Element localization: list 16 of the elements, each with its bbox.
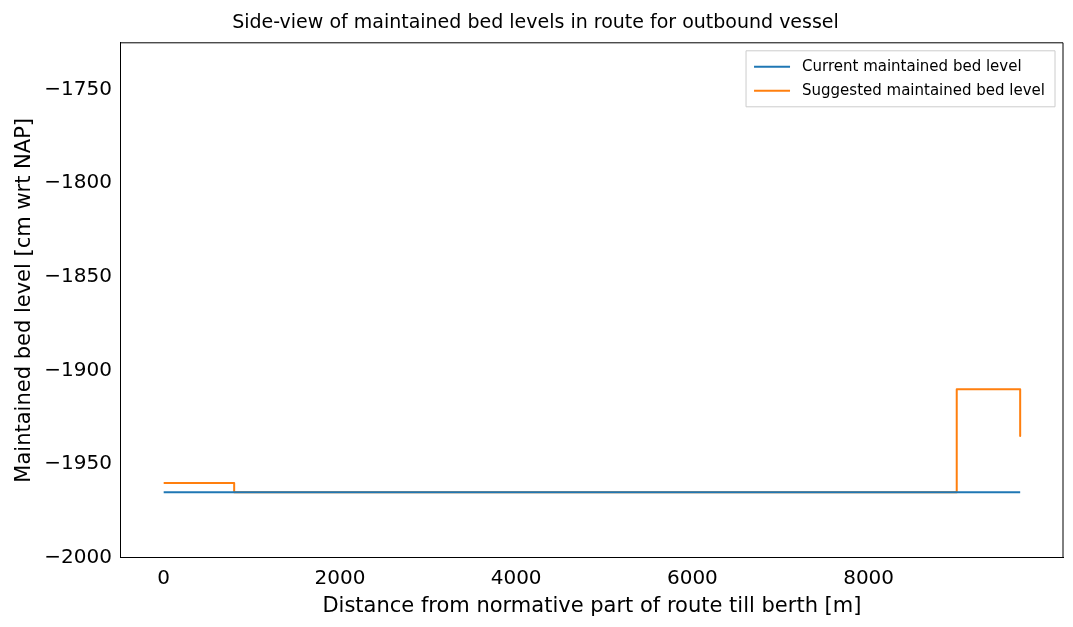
y-tick-label: −1900	[44, 356, 112, 381]
y-tick-label: −1750	[44, 75, 112, 100]
chart-title: Side-view of maintained bed levels in route for outbound vessel	[232, 10, 839, 33]
legend-label: Current maintained bed level	[802, 56, 1022, 75]
x-tick-label: 8000	[843, 565, 895, 589]
x-tick-label: 4000	[490, 565, 542, 589]
y-tick-label: −1950	[44, 450, 112, 475]
legend-label: Suggested maintained bed level	[802, 80, 1045, 99]
y-tick-label: −2000	[44, 544, 112, 568]
y-tick-label: −1850	[44, 263, 112, 288]
x-tick-label: 6000	[666, 565, 718, 589]
y-tick-label: −1800	[44, 169, 112, 194]
y-axis-title: Maintained bed level [cm wrt NAP]	[11, 117, 36, 483]
x-axis-title: Distance from normative part of route till berth [m]	[322, 592, 862, 617]
x-tick-label: 0	[157, 565, 171, 589]
x-tick-label: 2000	[314, 565, 366, 589]
